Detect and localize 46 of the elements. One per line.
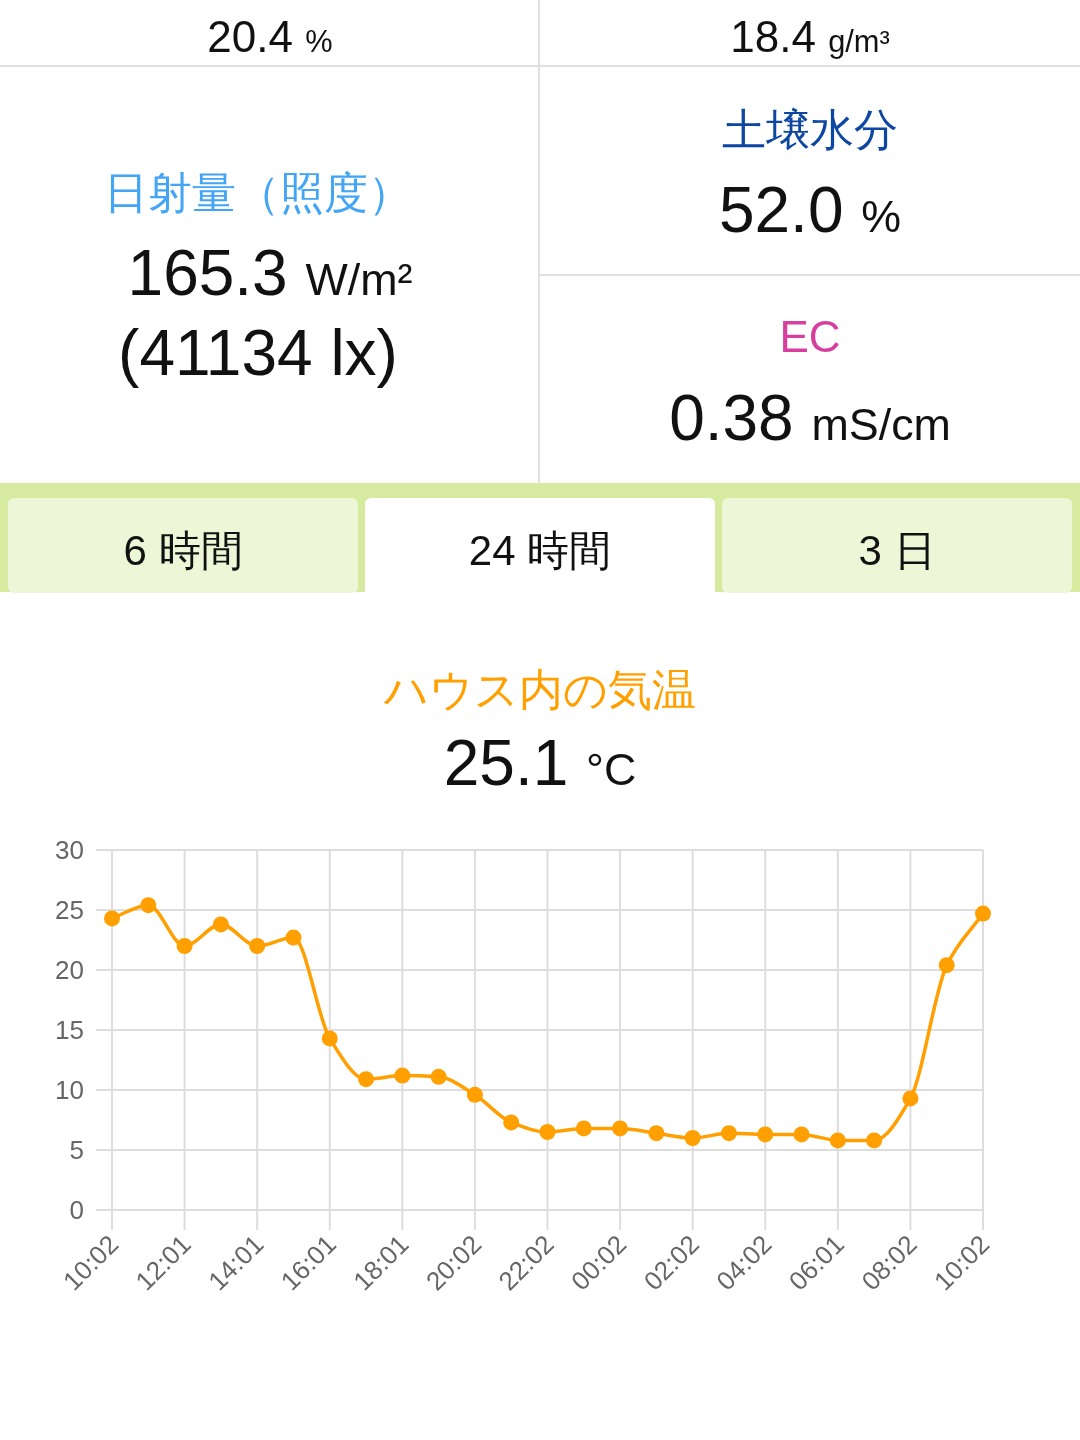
point — [212, 916, 229, 933]
point — [539, 1124, 556, 1140]
point — [793, 1126, 810, 1143]
y-tick-label: 5 — [69, 1135, 84, 1165]
point — [394, 1067, 411, 1084]
point — [938, 957, 955, 974]
point — [902, 1090, 919, 1107]
chart-subtitle: 25.1 °C — [443, 727, 637, 799]
point — [321, 1030, 338, 1047]
text: (41134 lx) — [118, 317, 398, 389]
point — [285, 929, 302, 946]
point — [466, 1086, 483, 1103]
point — [975, 905, 991, 922]
text: 3 日 — [858, 527, 936, 574]
point — [430, 1068, 447, 1085]
text: 日射量（照度） — [104, 168, 412, 217]
point — [829, 1132, 846, 1149]
point — [575, 1120, 592, 1137]
point — [866, 1132, 883, 1149]
text: 18.4 g/m³ — [730, 12, 890, 61]
point — [176, 938, 193, 954]
text: 24 時間 — [468, 527, 612, 574]
text: 0.38 mS/cm — [669, 382, 951, 454]
y-tick-label: 15 — [55, 1015, 84, 1045]
text: 52.0 % — [718, 174, 902, 246]
y-tick-label: 0 — [69, 1195, 84, 1225]
point — [757, 1126, 774, 1143]
text: 165.3 W/m² — [127, 237, 413, 309]
text: 6 時間 — [123, 527, 243, 574]
point — [720, 1125, 737, 1142]
point — [358, 1071, 375, 1088]
text: 20.4 % — [207, 12, 333, 61]
point — [249, 938, 266, 954]
point — [612, 1120, 629, 1137]
y-tick-label: 10 — [55, 1075, 84, 1105]
point — [503, 1114, 520, 1131]
point — [648, 1125, 665, 1142]
y-tick-label: 30 — [55, 835, 84, 865]
text: EC — [779, 312, 841, 361]
chart-title: ハウス内の気温 — [383, 665, 696, 714]
point — [684, 1130, 701, 1146]
y-tick-label: 20 — [55, 955, 84, 985]
y-tick-label: 25 — [55, 895, 84, 925]
point — [140, 897, 157, 914]
text: 土壌水分 — [722, 105, 898, 154]
point — [104, 910, 120, 927]
